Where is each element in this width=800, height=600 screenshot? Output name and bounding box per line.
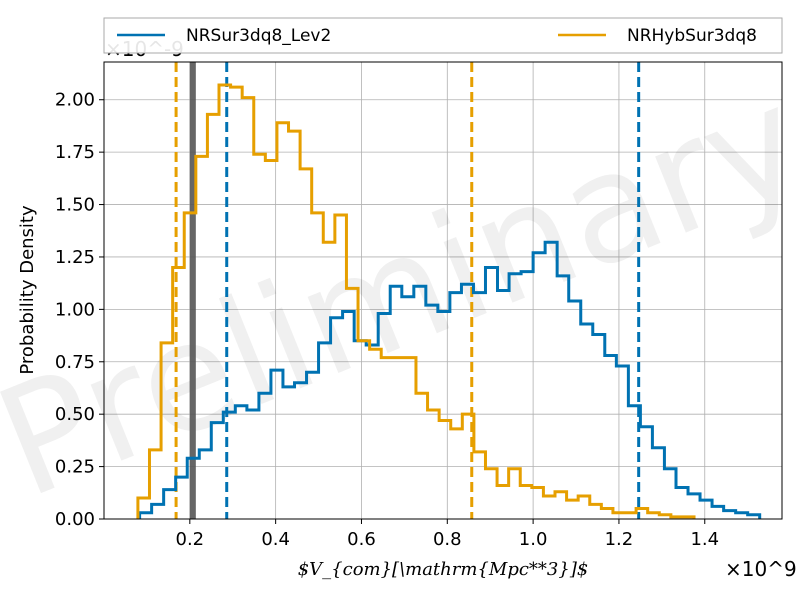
legend: NRSur3dq8_Lev2 NRHybSur3dq8 xyxy=(103,17,783,54)
x-tick-label-2: 0.6 xyxy=(347,529,376,550)
legend-box xyxy=(103,17,783,54)
y-axis-ticks: 0.00 0.25 0.50 0.75 1.00 1.25 1.50 1.75 2.00 xyxy=(55,90,104,530)
histogram-series-0 xyxy=(138,240,762,519)
x-tick-label-5: 1.2 xyxy=(605,529,634,550)
legend-label-nrhybsur: NRHybSur3dq8 xyxy=(627,26,757,46)
x-tick-label-6: 1.4 xyxy=(690,529,719,550)
x-tick-label-4: 1.0 xyxy=(519,529,548,550)
y-tick-label-4: 1.00 xyxy=(55,299,95,320)
x-offset-label: ×10^9 xyxy=(725,557,797,581)
y-tick-label-6: 1.50 xyxy=(55,195,95,216)
y-tick-label-0: 0.00 xyxy=(55,509,95,530)
grid-lines xyxy=(104,62,782,520)
x-tick-label-1: 0.4 xyxy=(261,529,290,550)
y-tick-label-7: 1.75 xyxy=(55,142,95,163)
y-tick-label-3: 0.75 xyxy=(55,352,95,373)
x-axis-label: $V_{com}[\mathrm{Mpc**3}]$ xyxy=(298,559,589,580)
y-tick-label-8: 2.00 xyxy=(55,90,95,111)
histogram-series-1 xyxy=(136,83,696,519)
watermark-text: Preliminary xyxy=(0,53,800,532)
y-tick-label-2: 0.50 xyxy=(55,404,95,425)
y-tick-label-1: 0.25 xyxy=(55,457,95,478)
y-axis-label: Probability Density xyxy=(17,205,38,375)
y-tick-label-5: 1.25 xyxy=(55,247,95,268)
x-tick-label-0: 0.2 xyxy=(176,529,205,550)
histogram-series xyxy=(136,83,762,519)
x-axis-ticks: 0.2 0.4 0.6 0.8 1.0 1.2 1.4 xyxy=(176,519,719,550)
plot-frame xyxy=(103,61,783,520)
legend-label-nrsur: NRSur3dq8_Lev2 xyxy=(186,26,331,46)
x-tick-label-3: 0.8 xyxy=(433,529,462,550)
vertical-reference-lines xyxy=(174,62,641,519)
